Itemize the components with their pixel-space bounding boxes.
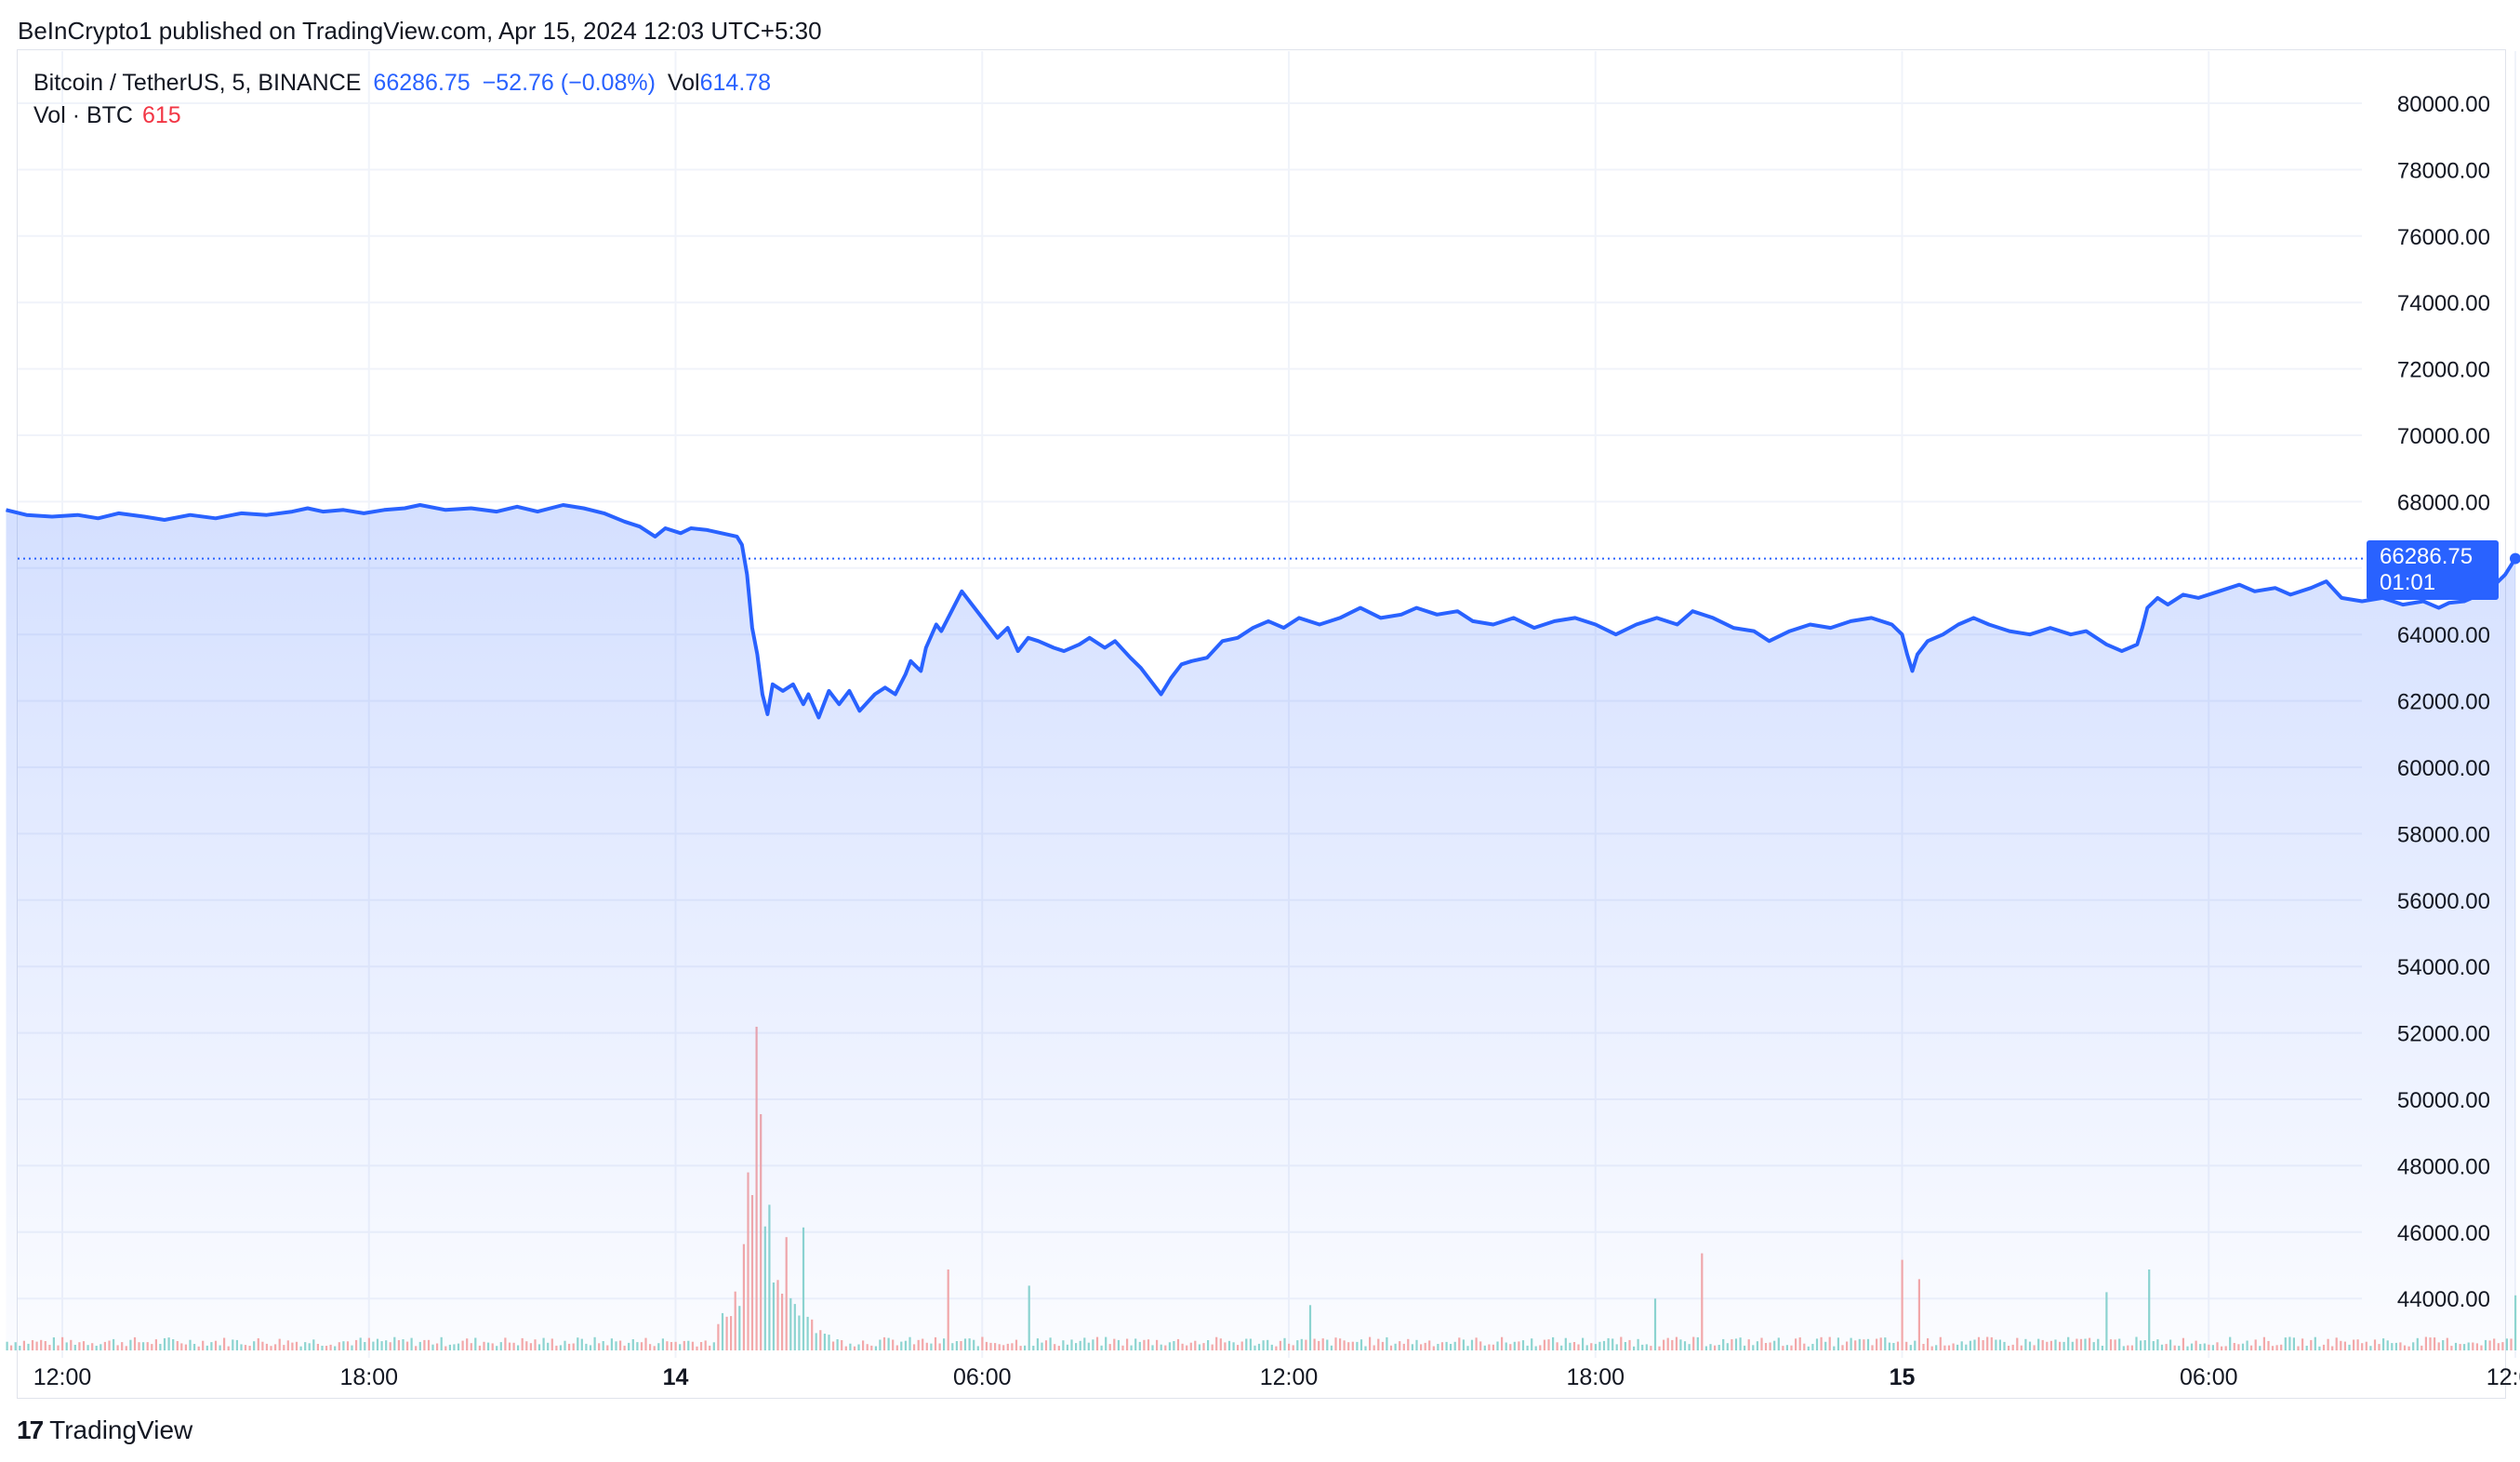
last-price-tag-value: 66286.75 xyxy=(2380,544,2474,569)
price-area-fill xyxy=(6,505,2515,1350)
y-tick-label: 68000.00 xyxy=(2397,490,2490,515)
volume-series-name: Vol · BTC xyxy=(33,102,133,128)
y-tick-label: 70000.00 xyxy=(2397,424,2490,449)
x-axis[interactable]: 12:0018:001406:0012:0018:001506:0012:001… xyxy=(33,1364,2520,1390)
bar-countdown: 01:01 xyxy=(2380,570,2436,595)
last-price-tag: 66286.75 01:01 xyxy=(2367,540,2499,600)
y-tick-label: 62000.00 xyxy=(2397,690,2490,715)
symbol-legend[interactable]: Bitcoin / TetherUS, 5, BINANCE 66286.75 … xyxy=(33,70,776,97)
tradingview-brand[interactable]: 17 TradingView xyxy=(17,1415,192,1445)
volume-series-value: 615 xyxy=(141,102,181,128)
tradingview-wordmark: TradingView xyxy=(49,1415,193,1444)
x-tick-label: 12:00 xyxy=(1260,1364,1319,1390)
x-tick-label: 18:00 xyxy=(339,1364,398,1390)
x-tick-label: 06:00 xyxy=(2180,1364,2238,1390)
y-tick-label: 60000.00 xyxy=(2397,756,2490,781)
y-tick-label: 54000.00 xyxy=(2397,955,2490,980)
x-tick-label: 12:00 xyxy=(2487,1364,2520,1390)
x-tick-label: 06:00 xyxy=(953,1364,1012,1390)
y-tick-label: 56000.00 xyxy=(2397,889,2490,914)
symbol-name[interactable]: Bitcoin / TetherUS, 5, BINANCE xyxy=(33,70,362,96)
y-tick-label: 48000.00 xyxy=(2397,1154,2490,1179)
y-tick-label: 64000.00 xyxy=(2397,623,2490,648)
legend-vol-label: Vol xyxy=(667,70,700,96)
y-tick-label: 44000.00 xyxy=(2397,1287,2490,1312)
y-tick-label: 76000.00 xyxy=(2397,225,2490,250)
x-tick-label: 14 xyxy=(663,1364,689,1390)
y-tick-label: 80000.00 xyxy=(2397,92,2490,117)
price-line[interactable] xyxy=(6,503,2517,720)
legend-change: −52.76 (−0.08%) xyxy=(482,70,656,96)
volume-legend[interactable]: Vol · BTC 615 xyxy=(33,102,181,129)
tradingview-logo-icon: 17 xyxy=(17,1415,44,1444)
y-tick-label: 72000.00 xyxy=(2397,358,2490,383)
y-tick-label: 50000.00 xyxy=(2397,1088,2490,1113)
x-tick-label: 18:00 xyxy=(1566,1364,1625,1390)
y-tick-label: 78000.00 xyxy=(2397,158,2490,183)
y-tick-label: 46000.00 xyxy=(2397,1221,2490,1246)
legend-vol-value: 614.78 xyxy=(699,70,772,96)
legend-price: 66286.75 xyxy=(373,70,471,96)
last-price-dot xyxy=(2510,552,2520,565)
volume-bar xyxy=(2514,1295,2517,1350)
x-tick-label: 15 xyxy=(1890,1364,1916,1390)
y-tick-label: 74000.00 xyxy=(2397,291,2490,316)
y-tick-label: 58000.00 xyxy=(2397,822,2490,847)
x-tick-label: 12:00 xyxy=(33,1364,92,1390)
published-credit: BeInCrypto1 published on TradingView.com… xyxy=(18,17,822,45)
y-tick-label: 52000.00 xyxy=(2397,1022,2490,1047)
